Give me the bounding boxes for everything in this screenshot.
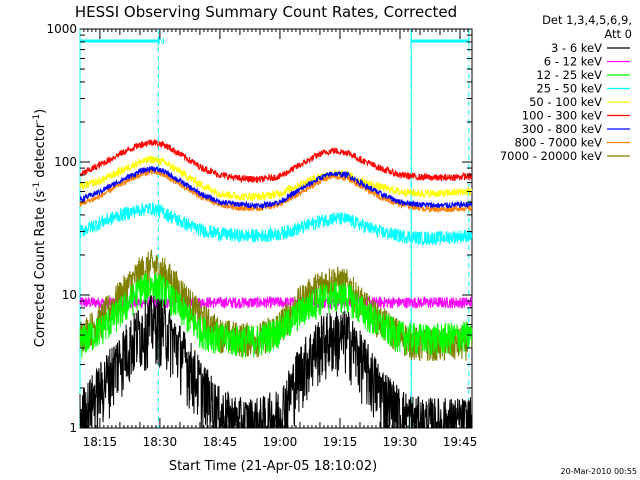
x-axis-label: Start Time (21-Apr-05 18:10:02) [169,459,377,474]
y-axis-label-end: ) [33,109,48,114]
svg-text:Corrected Count Rate (s-1 dete: Corrected Count Rate (s-1 detector-1) [32,109,48,347]
legend-label: 7000 - 20000 keV [500,149,602,163]
x-tick-label: 18:15 [83,435,118,449]
plot-frame [79,28,473,429]
legend-header-1: Det 1,3,4,5,6,9, [542,13,632,27]
y-axis-label-sup-2: -1 [32,114,42,123]
series-line-12-25keV [79,272,473,359]
legend-label: 300 - 800 keV [522,122,602,136]
series-line-300-800keV [79,165,473,211]
legend-label: 12 - 25 keV [536,68,602,82]
y-ticks: 1 10 100 1000 [46,22,472,435]
x-tick-label: 19:30 [383,435,418,449]
y-axis-label-main: Corrected Count Rate (s [33,191,48,348]
x-tick-label: 19:15 [323,435,358,449]
x-ticks: 18:15 18:30 18:45 19:00 19:15 19:30 19:45 [83,29,478,449]
legend-label: 3 - 6 keV [551,41,602,55]
y-tick-label: 10 [62,288,77,302]
y-axis-label-mid: detector [33,122,48,182]
legend-label: 6 - 12 keV [544,55,602,69]
night-bar-label: N [158,37,165,47]
series-line-6-12keV [79,295,473,311]
legend-label: 50 - 100 keV [529,95,602,109]
series-line-50-100keV [79,155,473,203]
series-line-100-300keV [79,138,473,184]
y-tick-label: 1 [69,421,77,435]
timestamp: 20-Mar-2010 00:55 [561,467,638,476]
legend-label: 100 - 300 keV [522,109,602,123]
legend-label: 25 - 50 keV [536,82,602,96]
chart-title: HESSI Observing Summary Count Rates, Cor… [75,3,457,21]
legend-header-2: Att 0 [604,27,632,41]
y-tick-label: 1000 [46,22,77,36]
series-line-25-50keV [79,202,473,246]
x-tick-label: 18:30 [143,435,178,449]
x-tick-label: 19:00 [263,435,298,449]
series-lines [79,138,473,430]
y-axis-label: Corrected Count Rate (s-1 detector-1) [32,109,48,347]
y-axis-label-sup-1: -1 [32,182,42,191]
dashed-markers [157,29,470,428]
y-tick-label: 100 [54,155,77,169]
series-line-3-6keV [79,295,472,430]
x-tick-label: 19:45 [443,435,478,449]
plot-area: N 1 10 100 1000 18:15 18:30 18:45 19:00 19:15 19… [46,22,477,449]
legend-label: 800 - 7000 keV [514,136,602,150]
x-tick-label: 18:45 [203,435,238,449]
